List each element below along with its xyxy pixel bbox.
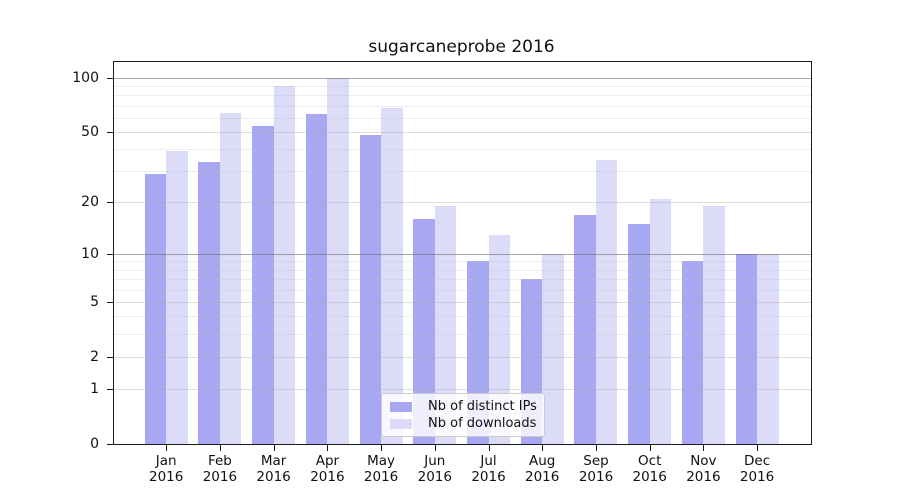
y-tick-mark <box>107 444 113 445</box>
bar-nov-downloads <box>703 206 725 444</box>
legend-label-distinct-ips: Nb of distinct IPs <box>428 399 537 414</box>
gridline <box>114 389 811 390</box>
gridline-minor <box>114 117 811 119</box>
chart-title: sugarcaneprobe 2016 <box>368 37 555 57</box>
x-tick-mark <box>649 445 651 451</box>
bar-oct-ips <box>628 223 650 444</box>
bar-jan-ips <box>144 174 167 444</box>
bar-jul-downloads <box>488 234 511 444</box>
x-tick-label: Jun 2016 <box>417 453 452 485</box>
bar-mar-downloads <box>273 85 296 444</box>
gridline-minor <box>114 149 811 151</box>
x-tick-label: Mar 2016 <box>256 453 291 485</box>
x-tick-label: Jul 2016 <box>471 453 506 485</box>
gridline <box>114 301 811 303</box>
gridline-major <box>114 253 811 255</box>
gridline-minor <box>114 334 811 335</box>
gridline <box>114 356 811 358</box>
bar-aug-downloads <box>542 253 564 444</box>
bar-oct-downloads <box>649 198 672 444</box>
y-tick-mark <box>107 131 113 133</box>
x-tick-label: Apr 2016 <box>310 453 345 485</box>
x-tick-mark <box>596 445 597 451</box>
x-tick-mark <box>542 445 544 451</box>
gridline-minor <box>114 289 811 291</box>
y-tick-label: 10 <box>81 245 99 262</box>
y-tick-mark <box>107 356 113 358</box>
bar-dec-downloads <box>757 253 779 444</box>
legend-label-downloads: Nb of downloads <box>428 416 537 431</box>
gridline-minor <box>114 316 811 318</box>
x-tick-mark <box>703 445 705 451</box>
gridline-minor <box>114 278 811 280</box>
y-tick-mark <box>107 77 113 79</box>
x-tick-mark <box>757 445 759 451</box>
y-tick-label: 20 <box>81 194 99 211</box>
legend-swatch-distinct-ips <box>390 401 412 412</box>
gridline-minor <box>114 171 811 173</box>
x-tick-label: Nov 2016 <box>686 453 721 485</box>
bar-may-downloads <box>381 107 403 444</box>
bar-nov-ips <box>681 261 704 444</box>
y-tick-mark <box>107 202 113 204</box>
bar-feb-ips <box>198 161 220 444</box>
bar-may-ips <box>359 135 382 444</box>
y-tick-mark <box>107 301 113 303</box>
y-tick-mark <box>107 389 113 390</box>
bar-jan-downloads <box>166 151 188 444</box>
bar-dec-ips <box>735 253 758 444</box>
legend-row-downloads: Nb of downloads <box>390 416 536 431</box>
x-tick-mark <box>381 445 383 451</box>
y-tick-label: 5 <box>90 293 99 310</box>
bar-apr-ips <box>305 113 328 444</box>
plot-area: Nb of distinct IPs Nb of downloads <box>113 61 812 445</box>
x-tick-label: Oct 2016 <box>632 453 667 485</box>
y-tick-mark <box>107 253 113 255</box>
legend: Nb of distinct IPs Nb of downloads <box>381 393 545 437</box>
gridline-minor <box>114 95 811 97</box>
bar-apr-downloads <box>327 77 349 444</box>
y-tick-label: 50 <box>81 123 99 140</box>
bar-feb-downloads <box>219 112 242 444</box>
bar-jun-downloads <box>434 206 457 444</box>
x-tick-label: May 2016 <box>363 453 399 485</box>
gridline-minor <box>114 269 811 271</box>
bar-sep-ips <box>574 214 596 444</box>
y-tick-label: 2 <box>90 348 99 365</box>
x-tick-label: Aug 2016 <box>525 453 560 485</box>
x-tick-mark <box>219 445 221 451</box>
y-tick-label: 100 <box>72 69 99 86</box>
gridline <box>114 202 811 204</box>
x-tick-mark <box>166 445 168 451</box>
gridline-minor <box>114 261 811 263</box>
y-tick-label: 1 <box>90 381 99 397</box>
x-tick-mark <box>273 445 275 451</box>
x-tick-label: Dec 2016 <box>739 453 775 485</box>
bar-sep-downloads <box>595 159 618 444</box>
x-tick-label: Jan 2016 <box>149 453 184 485</box>
legend-row-distinct-ips: Nb of distinct IPs <box>390 399 537 414</box>
legend-swatch-downloads <box>390 418 412 429</box>
gridline-minor <box>114 105 811 107</box>
bar-jun-ips <box>413 219 435 444</box>
gridline <box>114 131 811 133</box>
gridline-minor <box>114 85 811 87</box>
x-tick-label: Sep 2016 <box>578 453 614 485</box>
x-tick-mark <box>327 445 329 451</box>
x-tick-mark <box>434 445 436 451</box>
x-tick-mark <box>488 445 490 451</box>
x-tick-label: Feb 2016 <box>202 453 238 485</box>
gridline-major <box>114 77 811 79</box>
bar-mar-ips <box>252 125 274 444</box>
y-tick-label: 0 <box>90 436 99 452</box>
